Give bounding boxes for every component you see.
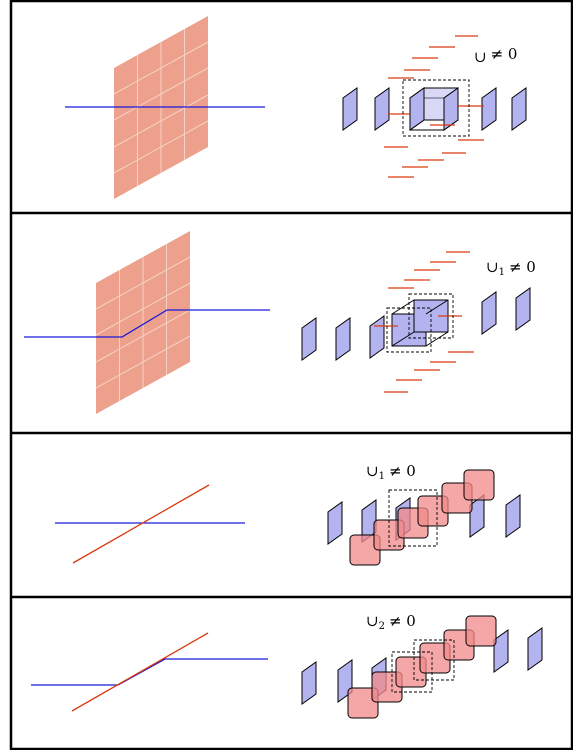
dashed-box bbox=[413, 639, 455, 681]
panel-1: ∪ ≠ 0 bbox=[65, 16, 527, 199]
panel-label: ∪2 ≠ 0 bbox=[366, 612, 416, 632]
red-dashes bbox=[384, 251, 474, 393]
panel-label: ∪1 ≠ 0 bbox=[366, 462, 416, 482]
outer-frame bbox=[9, 0, 573, 750]
red-line bbox=[71, 632, 209, 712]
dashed-box bbox=[402, 79, 470, 137]
dashed-box bbox=[408, 293, 454, 339]
panel-3: ∪1 ≠ 0 bbox=[55, 462, 521, 566]
red-dashes bbox=[384, 35, 484, 178]
panel-label: ∪ ≠ 0 bbox=[474, 45, 517, 66]
panel-4: ∪2 ≠ 0 bbox=[31, 612, 543, 719]
membrane bbox=[95, 231, 191, 414]
red-plaquettes bbox=[347, 615, 497, 719]
red-line bbox=[72, 484, 210, 564]
dashed-box bbox=[391, 651, 433, 693]
panel-label: ∪1 ≠ 0 bbox=[486, 258, 536, 278]
wilson-line bbox=[24, 309, 270, 338]
panel-2: ∪1 ≠ 0 bbox=[24, 231, 536, 414]
dashed-box bbox=[388, 489, 438, 547]
blue-line bbox=[31, 658, 268, 686]
cube bbox=[388, 87, 484, 131]
